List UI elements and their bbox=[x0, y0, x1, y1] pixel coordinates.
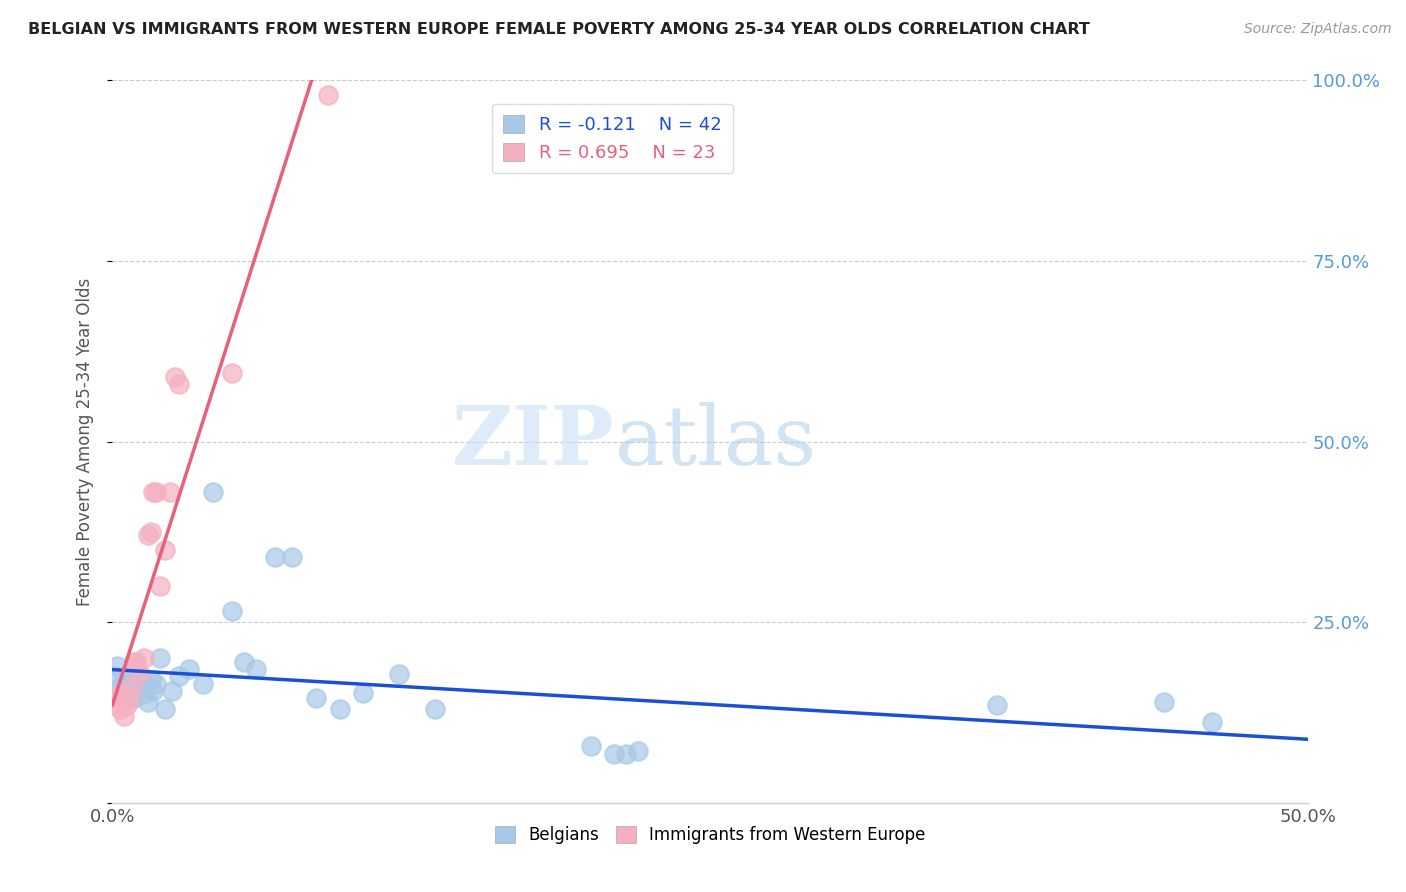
Point bbox=[305, 691, 328, 706]
Point bbox=[128, 665, 150, 680]
Point bbox=[122, 655, 145, 669]
Point bbox=[169, 669, 191, 683]
Point bbox=[281, 550, 304, 565]
Point bbox=[1201, 714, 1223, 729]
Text: atlas: atlas bbox=[614, 401, 817, 482]
Text: ZIP: ZIP bbox=[451, 401, 614, 482]
Text: BELGIAN VS IMMIGRANTS FROM WESTERN EUROPE FEMALE POVERTY AMONG 25-34 YEAR OLDS C: BELGIAN VS IMMIGRANTS FROM WESTERN EUROP… bbox=[28, 22, 1090, 37]
Point bbox=[425, 702, 447, 716]
Point bbox=[316, 87, 339, 102]
Point bbox=[352, 686, 374, 700]
Point bbox=[1153, 695, 1175, 709]
Point bbox=[104, 698, 127, 713]
Point bbox=[111, 687, 134, 701]
Point bbox=[264, 550, 287, 565]
Point bbox=[108, 680, 131, 694]
Point bbox=[986, 698, 1008, 713]
Point bbox=[159, 485, 181, 500]
Point bbox=[162, 683, 183, 698]
Legend: Belgians, Immigrants from Western Europe: Belgians, Immigrants from Western Europe bbox=[486, 817, 934, 852]
Point bbox=[138, 528, 160, 542]
Point bbox=[125, 662, 148, 676]
Point bbox=[388, 667, 411, 681]
Point bbox=[132, 651, 155, 665]
Point bbox=[169, 376, 191, 391]
Point bbox=[153, 702, 176, 716]
Point bbox=[118, 676, 141, 690]
Point bbox=[201, 485, 224, 500]
Point bbox=[145, 676, 167, 690]
Point bbox=[149, 579, 172, 593]
Point bbox=[111, 683, 134, 698]
Point bbox=[142, 683, 165, 698]
Point bbox=[139, 673, 162, 687]
Point bbox=[163, 369, 186, 384]
Point bbox=[603, 747, 626, 761]
Point bbox=[115, 698, 138, 713]
Point bbox=[115, 687, 138, 701]
Point bbox=[149, 651, 172, 665]
Point bbox=[233, 655, 256, 669]
Point bbox=[118, 691, 141, 706]
Point bbox=[114, 673, 135, 687]
Y-axis label: Female Poverty Among 25-34 Year Olds: Female Poverty Among 25-34 Year Olds bbox=[76, 277, 94, 606]
Point bbox=[105, 658, 128, 673]
Point bbox=[616, 747, 638, 761]
Point bbox=[108, 702, 131, 716]
Point bbox=[132, 687, 155, 701]
Point bbox=[142, 485, 165, 500]
Point bbox=[125, 655, 148, 669]
Point bbox=[193, 676, 215, 690]
Point bbox=[245, 662, 267, 676]
Point bbox=[138, 695, 160, 709]
Point bbox=[121, 683, 143, 698]
Point bbox=[122, 691, 145, 706]
Point bbox=[177, 662, 200, 676]
Point bbox=[104, 669, 127, 683]
Text: Source: ZipAtlas.com: Source: ZipAtlas.com bbox=[1244, 22, 1392, 37]
Point bbox=[114, 709, 135, 723]
Point bbox=[121, 680, 143, 694]
Point bbox=[139, 524, 162, 539]
Point bbox=[105, 691, 128, 706]
Point bbox=[579, 739, 602, 754]
Point bbox=[221, 366, 243, 380]
Point bbox=[329, 702, 352, 716]
Point bbox=[135, 680, 157, 694]
Point bbox=[627, 744, 650, 758]
Point bbox=[153, 542, 176, 557]
Point bbox=[145, 485, 167, 500]
Point bbox=[129, 669, 152, 683]
Point bbox=[128, 680, 150, 694]
Point bbox=[221, 604, 243, 618]
